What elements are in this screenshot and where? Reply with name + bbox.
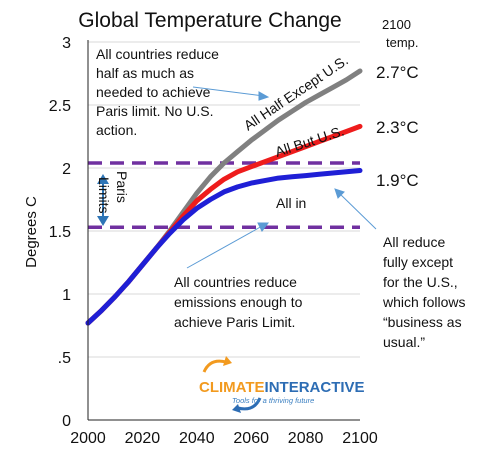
x-tick-label: 2040 (179, 430, 215, 447)
end-value-all-in: 1.9°C (376, 171, 419, 190)
axes (87, 40, 360, 421)
y-tick-label: 0 (62, 413, 71, 430)
y-tick-label: 1 (62, 287, 71, 304)
y-tick-labels: 0 .5 1 1.5 2 2.5 3 (49, 35, 71, 430)
annotation-half: All countries reduce half as much as neede… (96, 46, 219, 138)
y-tick-label: 2 (62, 161, 71, 178)
series-lines (85, 68, 363, 326)
series-label-all-in: All in (276, 195, 306, 211)
y-tick-label: 3 (62, 35, 71, 52)
x-tick-labels: 2000 2020 2040 2060 2080 2100 (70, 430, 378, 447)
end-value-but-us: 2.3°C (376, 118, 419, 137)
x-tick-label: 2000 (70, 430, 106, 447)
series-line-2 (85, 168, 363, 326)
logo-swirl-icon (202, 356, 262, 413)
x-tick-label: 2060 (233, 430, 269, 447)
x-tick-label: 2100 (342, 430, 378, 447)
paris-limits-label: Paris Limits (96, 171, 130, 214)
annotation-all-in: All countries reduce emissions enough to a… (174, 274, 303, 330)
logo-wordmark: CLIMATEINTERACTIVE (199, 379, 365, 396)
climate-interactive-logo: CLIMATEINTERACTIVE Tools for a thriving … (199, 356, 365, 413)
end-values-header: 2100 temp. (382, 17, 419, 50)
x-tick-label: 2080 (288, 430, 324, 447)
annotation-arrows (186, 86, 377, 269)
y-axis-label: Degrees C (23, 196, 40, 268)
x-tick-label: 2020 (125, 430, 161, 447)
series-label-half: All Half Except U.S. (241, 52, 351, 134)
end-value-half: 2.7°C (376, 63, 419, 82)
y-tick-label: .5 (58, 350, 71, 367)
gridlines (88, 41, 360, 358)
y-tick-label: 1.5 (49, 224, 71, 241)
chart-title: Global Temperature Change (78, 9, 341, 32)
annotation-but-us: All reduce fully except for the U.S., which… (382, 234, 465, 350)
y-tick-label: 2.5 (49, 98, 71, 115)
paris-limits-arrow (97, 174, 109, 226)
series-label-but-us: All But U.S. (273, 123, 346, 160)
logo-tagline: Tools for a thriving future (232, 396, 314, 405)
